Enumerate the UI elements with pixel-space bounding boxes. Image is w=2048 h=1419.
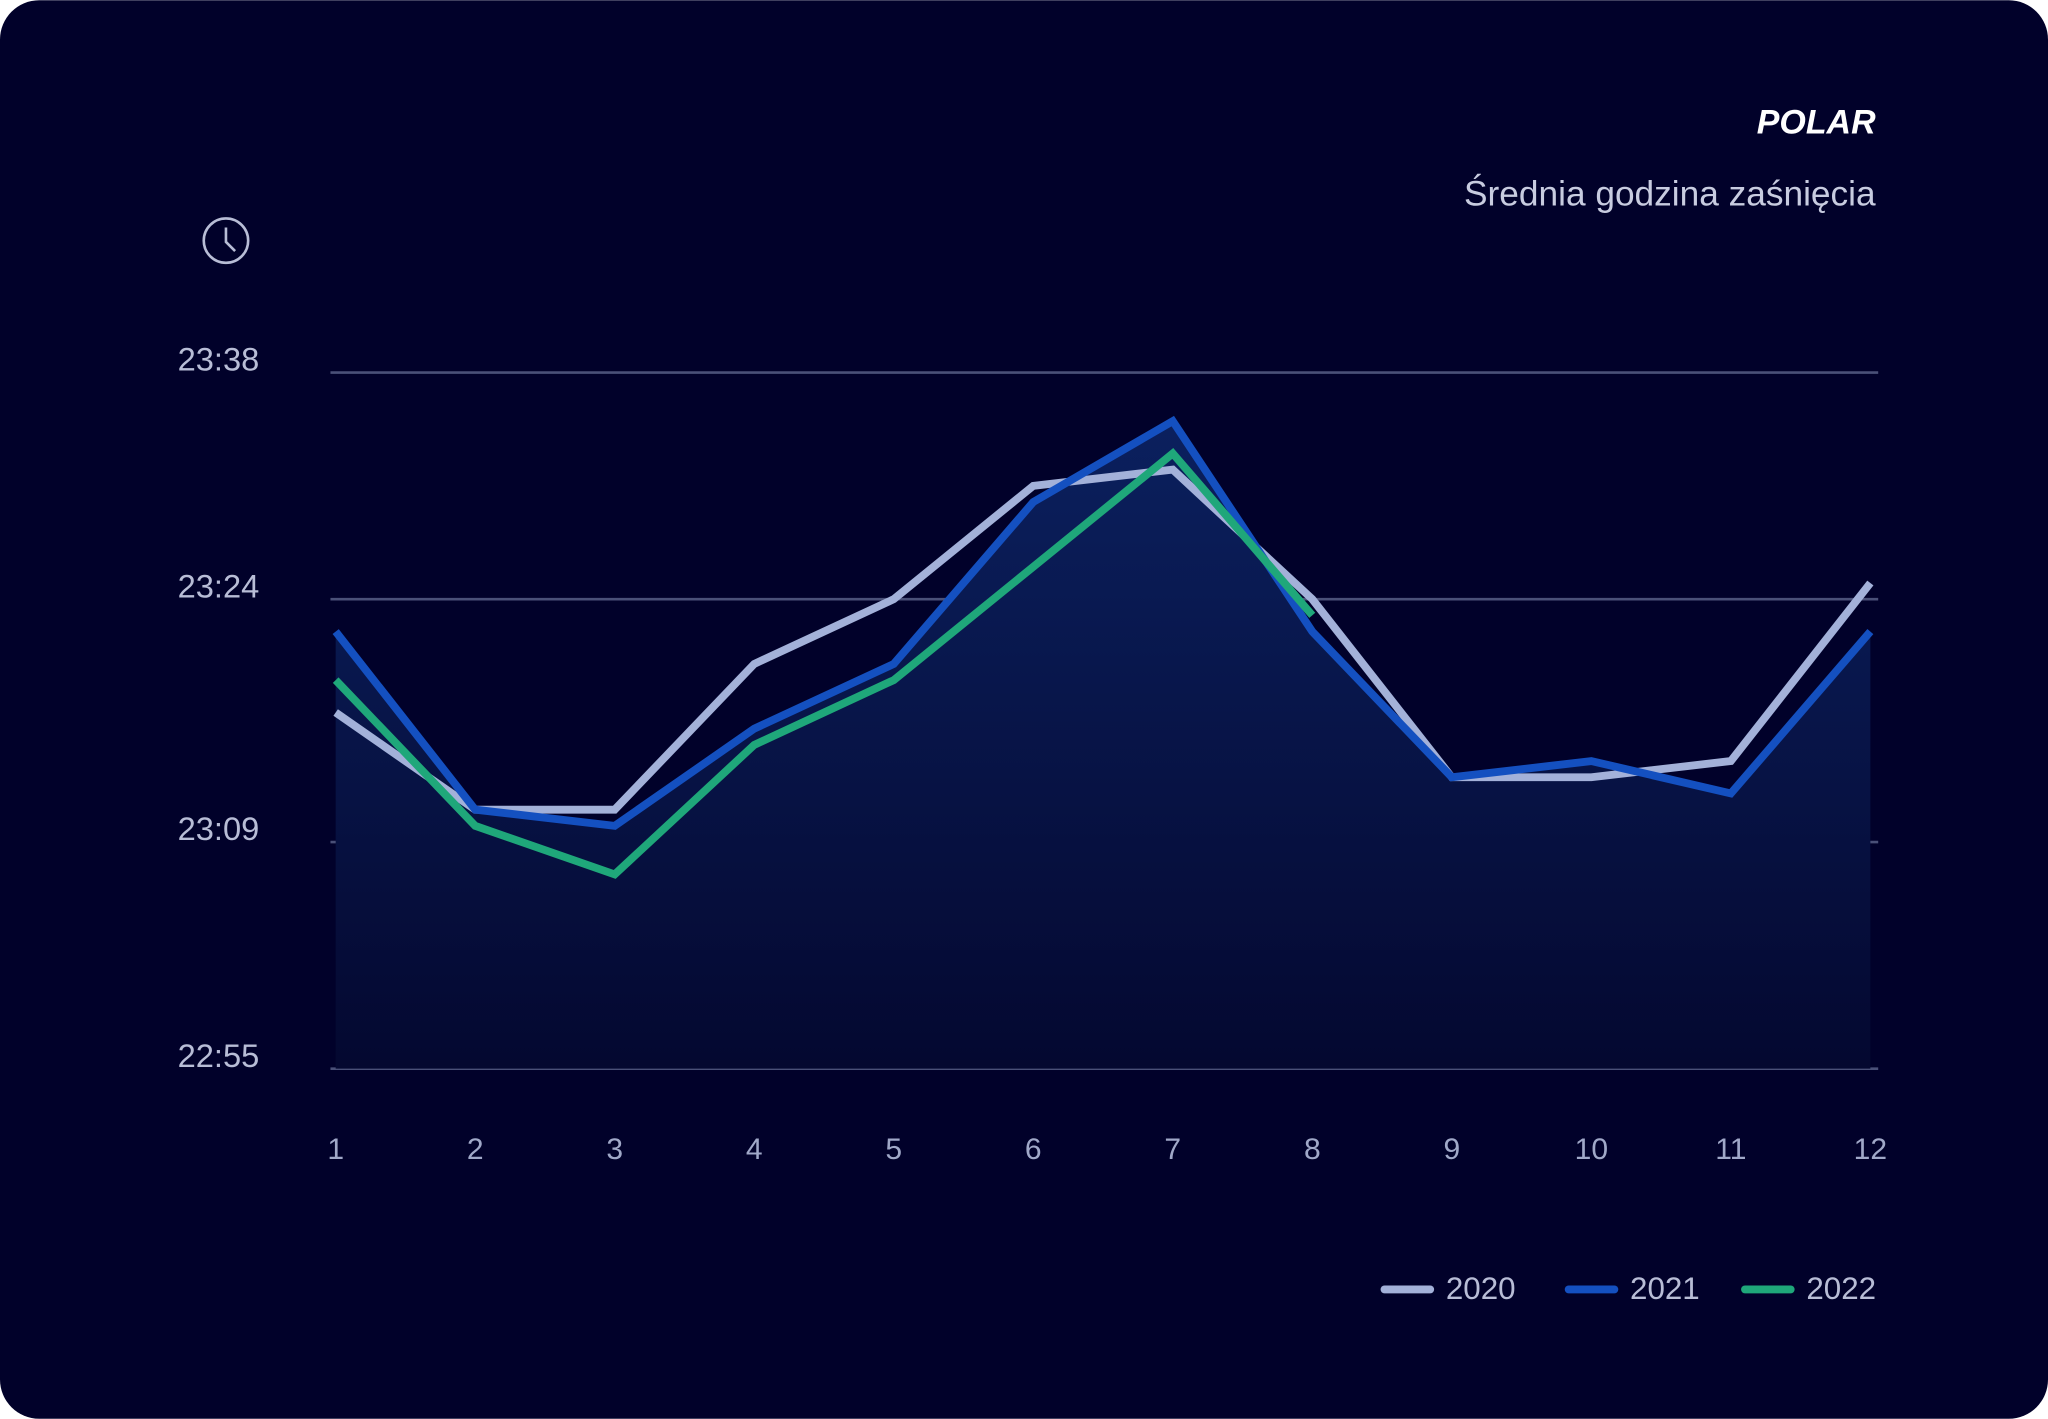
line	[333, 465, 1874, 814]
legend-label: 2021	[1630, 1271, 1700, 1306]
x-tick-label: 8	[1304, 1133, 1321, 1166]
y-tick-label: 23:24	[178, 567, 260, 604]
line	[332, 448, 1316, 879]
legend-label: 2022	[1806, 1271, 1876, 1306]
y-tick-label: 22:55	[178, 1037, 260, 1074]
x-tick-label: 10	[1575, 1133, 1608, 1166]
legend-label: 2020	[1446, 1271, 1516, 1306]
x-tick-label: 2	[467, 1133, 484, 1166]
x-tick-label: 6	[1025, 1133, 1042, 1166]
x-tick-label: 3	[606, 1133, 623, 1166]
y-tick-label: 23:09	[178, 810, 260, 847]
x-tick-label: 1	[327, 1133, 344, 1166]
x-tick-label: 12	[1854, 1133, 1887, 1166]
x-tick-label: 5	[885, 1133, 902, 1166]
x-tick-label: 7	[1164, 1133, 1181, 1166]
x-tick-label: 11	[1715, 1133, 1746, 1166]
y-tick-label: 23:38	[178, 341, 260, 378]
line	[332, 415, 1874, 830]
logo: POLAR	[1757, 103, 1876, 141]
clock-icon	[202, 217, 250, 265]
x-tick-label: 9	[1443, 1133, 1460, 1166]
x-tick-label: 4	[746, 1133, 763, 1166]
chart-title: Średnia godzina zaśnięcia	[1464, 174, 1876, 214]
area	[335, 421, 1871, 1069]
